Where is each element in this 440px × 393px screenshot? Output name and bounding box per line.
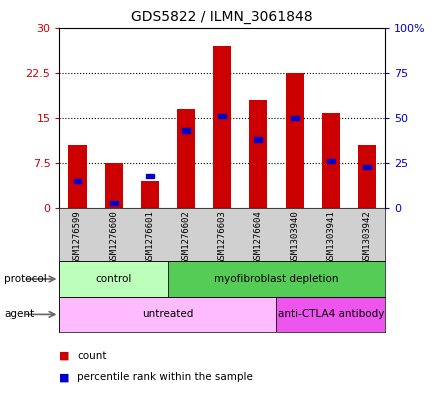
Bar [73,179,81,183]
Bar [146,174,154,178]
Title: GDS5822 / ILMN_3061848: GDS5822 / ILMN_3061848 [132,10,313,24]
Text: GSM1303941: GSM1303941 [326,210,335,264]
Text: ■: ■ [59,351,70,361]
Text: GSM1276602: GSM1276602 [182,210,191,264]
Bar [322,113,340,208]
Text: ■: ■ [59,372,70,382]
Bar [110,201,117,205]
Bar [363,165,371,169]
Bar [213,46,231,208]
Bar [276,297,385,332]
Bar [286,73,304,208]
Bar [327,159,335,163]
Text: GSM1276599: GSM1276599 [73,210,82,264]
Text: percentile rank within the sample: percentile rank within the sample [77,372,253,382]
Bar [141,181,159,208]
Bar [177,109,195,208]
Bar [249,100,268,208]
Text: GSM1276601: GSM1276601 [145,210,154,264]
Bar [290,116,298,120]
Text: anti-CTLA4 antibody: anti-CTLA4 antibody [278,309,384,320]
Bar [69,145,87,208]
Text: GSM1276600: GSM1276600 [109,210,118,264]
Bar [218,114,226,118]
Text: agent: agent [4,309,34,320]
Text: protocol: protocol [4,274,47,284]
Text: GSM1276603: GSM1276603 [218,210,227,264]
Text: GSM1276604: GSM1276604 [254,210,263,264]
Text: untreated: untreated [142,309,194,320]
Bar [182,129,190,133]
Bar [59,297,276,332]
Text: GSM1303942: GSM1303942 [363,210,371,264]
Text: control: control [95,274,132,284]
Bar [358,145,376,208]
Text: myofibroblast depletion: myofibroblast depletion [214,274,339,284]
Bar [59,261,168,297]
Bar [254,138,262,142]
Text: count: count [77,351,106,361]
Text: GSM1303940: GSM1303940 [290,210,299,264]
Bar [105,163,123,208]
Bar [168,261,385,297]
